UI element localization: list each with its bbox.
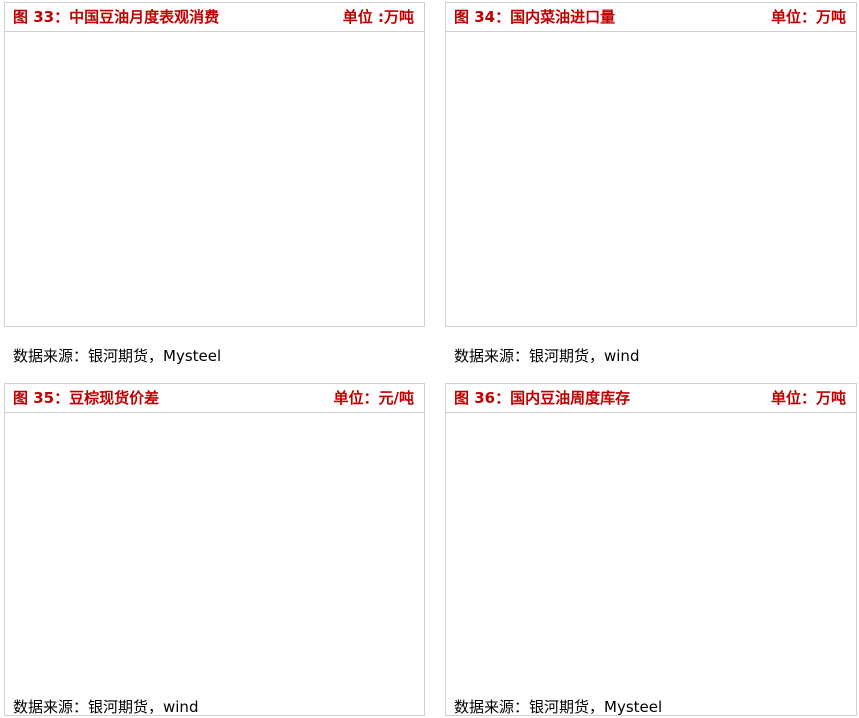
chart: 国内豆油月度表观消费（万吨）5070901101301501701902101月… xyxy=(5,31,424,329)
panel-unit: 单位：元/吨 xyxy=(333,389,414,407)
panel-header: 图 34：国内菜油进口量 单位：万吨 xyxy=(446,3,856,32)
panel-unit: 单位 :万吨 xyxy=(342,8,414,26)
panel-title: 图 36：国内豆油周度库存 xyxy=(454,389,631,407)
source-note: 数据来源：银河期货，wind xyxy=(13,698,199,716)
panel-unit: 单位：万吨 xyxy=(770,8,846,26)
panel-title: 图 33：中国豆油月度表观消费 xyxy=(13,8,220,26)
panel-title: 图 34：国内菜油进口量 xyxy=(454,8,616,26)
panel-unit: 单位：万吨 xyxy=(770,389,846,407)
panel-header: 图 36：国内豆油周度库存 单位：万吨 xyxy=(446,384,856,413)
panel-header: 图 33：中国豆油月度表观消费 单位 :万吨 xyxy=(5,3,424,32)
chart: 国内菜油进口量（万吨）05101520253035401月2月3月4月5月6月7… xyxy=(446,31,856,329)
source-note: 数据来源：银河期货，Mysteel xyxy=(13,347,222,365)
source-note: 数据来源：银河期货，Mysteel xyxy=(454,698,663,716)
chart: 豆棕现货价差-2500-2000-1500-1000-5000500100015… xyxy=(5,412,424,694)
panel-header: 图 35：豆棕现货价差 单位：元/吨 xyxy=(5,384,424,413)
chart: 豆油周度库存（万吨）40608010012014016018001-0102-0… xyxy=(446,412,856,694)
source-note: 数据来源：银河期货，wind xyxy=(454,347,640,365)
panel-title: 图 35：豆棕现货价差 xyxy=(13,389,160,407)
